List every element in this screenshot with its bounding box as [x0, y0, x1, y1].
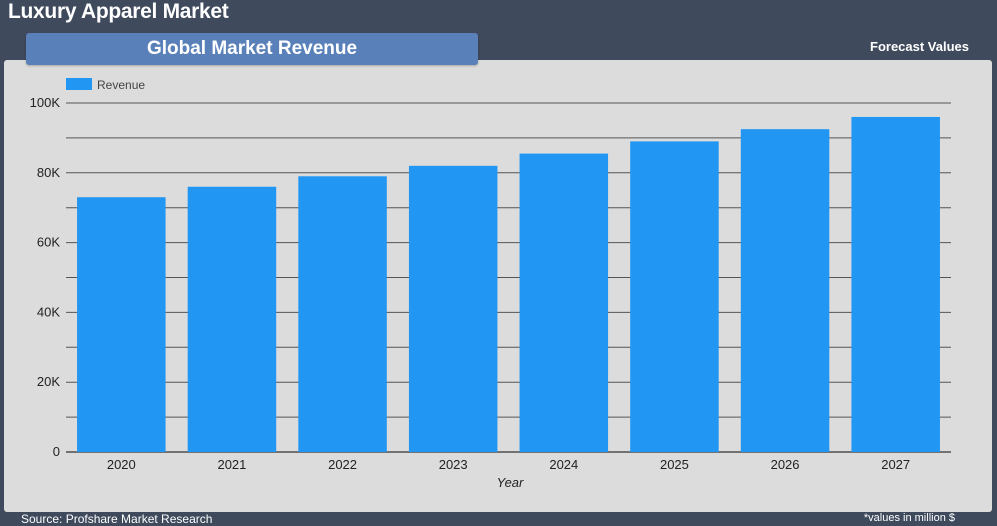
- y-tick-label: 80K: [37, 165, 60, 180]
- bar-2020: [77, 197, 166, 452]
- bar-2023: [408, 165, 498, 452]
- bar-2022: [298, 176, 387, 453]
- y-tick-label: 40K: [37, 304, 60, 319]
- y-tick-label: 100K: [30, 95, 61, 110]
- page-title: Luxury Apparel Market: [8, 0, 229, 23]
- units-note: *values in million $: [863, 512, 955, 524]
- x-tick-label: 2025: [660, 457, 689, 472]
- x-tick-label: 2026: [771, 457, 800, 472]
- legend-label: Revenue: [97, 78, 145, 92]
- x-tick-label: 2027: [881, 457, 910, 472]
- x-axis-ticks: 2020 2021 2022 2023 2024 2025 2026 2027: [107, 457, 910, 472]
- x-tick-label: 2024: [549, 457, 578, 472]
- bars: [77, 116, 940, 453]
- legend-swatch: [66, 78, 92, 90]
- bar-2024: [519, 153, 609, 453]
- y-tick-label: 20K: [37, 374, 60, 389]
- bar-2025: [630, 141, 719, 452]
- bar-2021: [187, 186, 277, 452]
- x-tick-label: 2021: [217, 457, 246, 472]
- chart-subtitle: Global Market Revenue: [26, 33, 478, 65]
- bar-2027: [851, 116, 940, 453]
- x-axis-label: Year: [497, 475, 524, 490]
- y-axis-ticks: 0 20K 40K 60K 80K 100K: [30, 95, 61, 459]
- y-tick-label: 0: [53, 444, 60, 459]
- x-tick-label: 2022: [328, 457, 357, 472]
- legend: Revenue: [66, 78, 145, 92]
- y-tick-label: 60K: [37, 235, 60, 250]
- bar-2026: [740, 129, 830, 453]
- forecast-label: Forecast Values: [870, 39, 969, 54]
- x-tick-label: 2020: [107, 457, 136, 472]
- x-tick-label: 2023: [439, 457, 468, 472]
- source-note: Source: Profshare Market Research: [21, 512, 213, 526]
